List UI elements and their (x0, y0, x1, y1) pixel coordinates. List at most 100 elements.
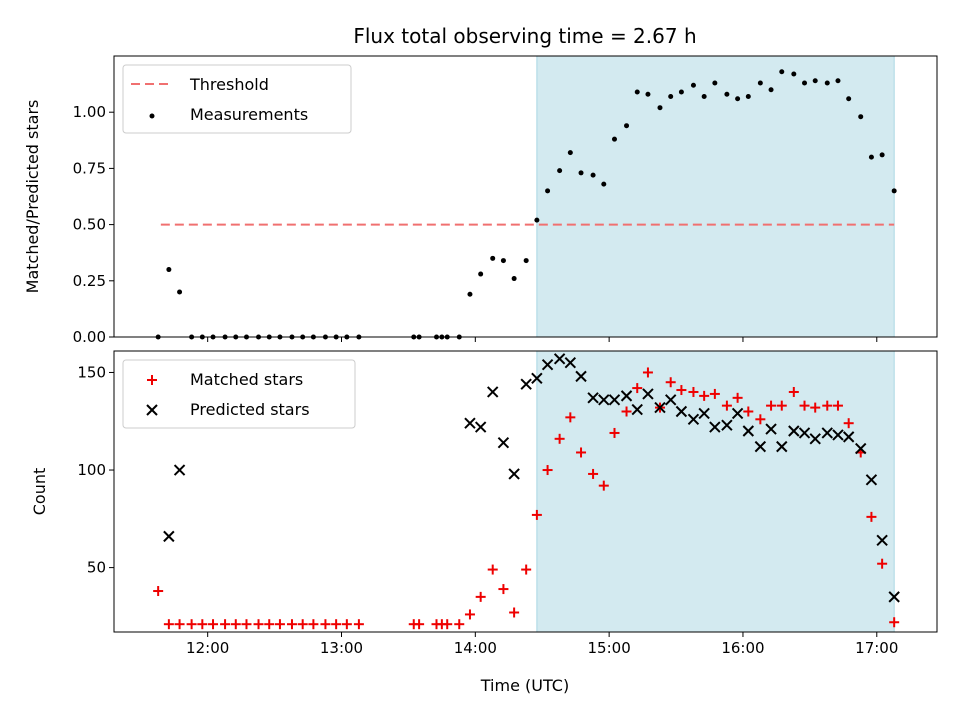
predicted-point (541, 358, 554, 371)
predicted-point (798, 427, 811, 439)
predicted-point-b (587, 392, 599, 404)
measurement-point (500, 258, 506, 264)
matched-point (163, 619, 174, 630)
measurement-point (724, 91, 730, 97)
legend-threshold-label: Threshold (189, 75, 269, 94)
bottom-plot-frame (113, 350, 938, 633)
predicted-point (698, 407, 710, 420)
y-tick-label: 1.00 (73, 103, 106, 121)
x-tick-label: 17:00 (855, 639, 898, 657)
y-tick-label: 100 (77, 461, 106, 479)
matched-point (688, 386, 699, 397)
predicted-point (809, 433, 821, 445)
measurement-point (634, 89, 640, 95)
predicted-point (865, 474, 878, 486)
matched-point (554, 433, 565, 444)
predicted-point (654, 401, 666, 414)
matched-point (743, 406, 754, 417)
measurement-point (678, 89, 684, 95)
measurement-point (624, 123, 630, 129)
y-tick-label: 150 (77, 363, 106, 381)
predicted-point-b (620, 390, 633, 402)
predicted-point-b (731, 407, 744, 420)
predicted-point-b (776, 440, 788, 453)
predicted-point (876, 534, 888, 546)
predicted-point (508, 468, 520, 480)
matched-point (799, 400, 810, 411)
predicted-point-b (876, 534, 888, 546)
measurement-point (879, 152, 885, 158)
predicted-point (742, 425, 755, 437)
predicted-point-b (765, 423, 777, 435)
predicted-point-b (642, 388, 654, 400)
matched-point (274, 619, 285, 630)
predicted-point-b (888, 591, 900, 603)
chart-title: Flux total observing time = 2.67 h (353, 24, 696, 48)
matched-point (153, 586, 164, 597)
predicted-point (474, 421, 487, 433)
measurement-point (779, 69, 785, 75)
top-legend-box (122, 64, 352, 134)
matched-point (642, 367, 653, 378)
legend-matched-marker (147, 375, 157, 385)
predicted-point-b (608, 394, 621, 406)
predicted-point-b (487, 386, 499, 398)
predicted-point-b (798, 427, 811, 439)
measurement-point (578, 170, 584, 176)
predicted-point (564, 357, 577, 369)
matched-point (755, 414, 766, 425)
measurement-point (657, 105, 663, 111)
predicted-point-b (564, 357, 577, 369)
legend-predicted-marker-b (146, 404, 158, 416)
measurement-point (601, 181, 607, 187)
predicted-point-b (520, 378, 532, 390)
predicted-point-b (865, 474, 878, 486)
measurement-point (523, 258, 529, 264)
matched-point (598, 480, 609, 491)
measurement-point (802, 80, 808, 86)
matched-point (454, 619, 465, 630)
measurement-point (791, 71, 797, 77)
top-y-axis-label: Matched/Predicted stars (23, 100, 42, 294)
x-tick-label: 14:00 (454, 639, 497, 657)
predicted-point (520, 378, 532, 390)
measurement-point (668, 93, 674, 99)
predicted-point-b (855, 442, 867, 455)
predicted-point-b (809, 433, 821, 445)
legend-predicted-swatch (146, 404, 158, 416)
matched-point (286, 619, 297, 630)
predicted-point-b (742, 425, 755, 437)
measurement-point (824, 80, 830, 86)
predicted-point (721, 419, 733, 431)
matched-point (208, 619, 219, 630)
top-x-axis-ticks (207, 337, 878, 342)
matched-point (776, 400, 787, 411)
matched-point (621, 406, 632, 417)
y-tick-label: 0.50 (73, 216, 106, 234)
matched-point (464, 609, 475, 620)
measurement-point (534, 217, 540, 223)
legend-matched-label: Matched stars (190, 370, 303, 389)
predicted-point-b (474, 421, 487, 433)
top-y-axis: 0.00 0.25 0.50 0.75 1.00 (73, 103, 114, 346)
x-tick-label: 15:00 (588, 639, 631, 657)
measurement-point (712, 80, 718, 86)
predicted-point-b (163, 530, 175, 543)
bottom-x-axis: 12:00 13:00 14:00 15:00 16:00 17:00 (186, 632, 898, 657)
measurement-point (690, 82, 696, 88)
predicted-point-b (721, 419, 733, 431)
y-tick-label: 0.25 (73, 272, 106, 290)
matched-point (253, 619, 264, 630)
matched-point (542, 465, 553, 476)
legend-matched-swatch (147, 375, 157, 385)
predicted-point (842, 431, 855, 443)
matched-point (632, 383, 643, 394)
predicted-point (464, 417, 476, 429)
predicted-point (832, 429, 844, 441)
matched-point (498, 584, 509, 595)
legend-predicted-marker (146, 404, 158, 416)
measurement-point (858, 114, 864, 120)
matched-point (665, 377, 676, 388)
predicted-point (664, 394, 677, 406)
